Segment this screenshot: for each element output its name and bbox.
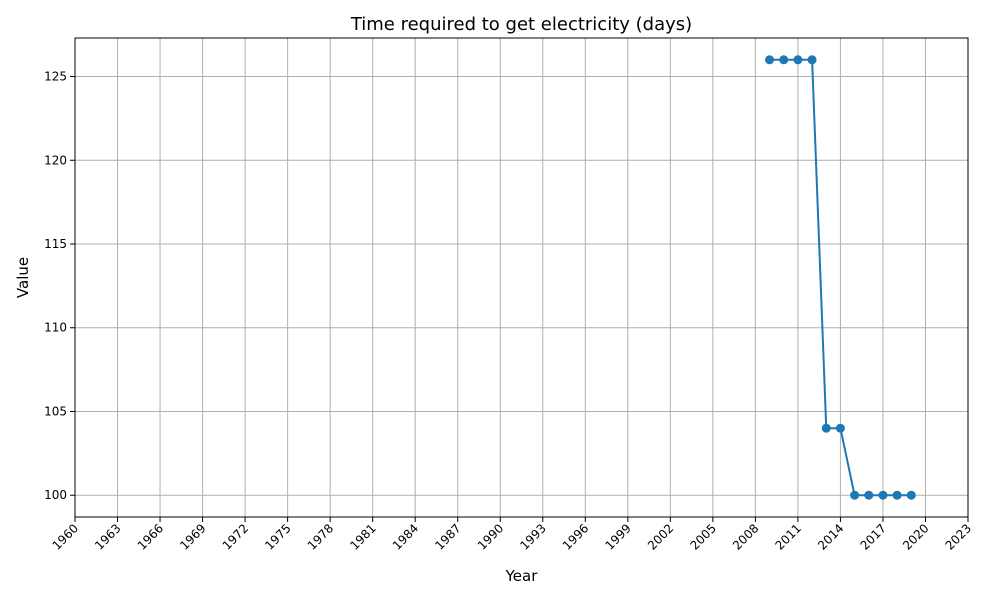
data-point (850, 490, 860, 500)
x-tick-label: 1984 (390, 521, 421, 552)
x-tick-label: 2011 (773, 521, 804, 552)
x-tick-label: 1963 (92, 521, 123, 552)
x-tick-label: 2017 (858, 521, 889, 552)
x-tick-label: 1969 (177, 521, 208, 552)
data-point (779, 55, 789, 65)
x-tick-label: 1981 (347, 521, 378, 552)
x-tick-label: 1972 (220, 521, 251, 552)
data-point (835, 423, 845, 433)
x-tick-label: 1966 (135, 521, 166, 552)
x-tick-label: 1996 (560, 521, 591, 552)
chart-title: Time required to get electricity (days) (350, 14, 692, 35)
x-tick-label: 1990 (475, 521, 506, 552)
x-tick-label: 2014 (815, 521, 846, 552)
x-tick-label: 1999 (602, 521, 633, 552)
x-tick-label: 1993 (517, 521, 548, 552)
y-tick-label: 105 (44, 404, 67, 418)
y-tick-label: 120 (44, 153, 67, 167)
x-tick-label: 2002 (645, 521, 676, 552)
y-tick-label: 100 (44, 488, 67, 502)
grid (74, 38, 969, 517)
series-layer (765, 55, 916, 500)
y-tick-label: 115 (44, 237, 67, 251)
plot-frame (74, 37, 969, 518)
x-tick-label: 1987 (432, 521, 463, 552)
x-tick-label: 2008 (730, 521, 761, 552)
x-axis-title: Year (505, 567, 539, 585)
ticks: 1960 1963 1966 1969 1972 1975 1978 1981 1984 1987… (44, 70, 974, 553)
y-tick-label: 125 (44, 70, 67, 84)
y-tick-label: 110 (44, 321, 67, 335)
x-tick-label: 1975 (262, 521, 293, 552)
data-point (821, 423, 831, 433)
data-point (878, 490, 888, 500)
data-point (793, 55, 803, 65)
x-tick-label: 1978 (305, 521, 336, 552)
data-point (906, 490, 916, 500)
data-point (765, 55, 775, 65)
x-tick-label: 2020 (900, 521, 931, 552)
y-axis-title: Value (14, 257, 32, 298)
data-point (864, 490, 874, 500)
data-point (892, 490, 902, 500)
x-tick-label: 2005 (687, 521, 718, 552)
data-point (807, 55, 817, 65)
x-tick-label: 2023 (943, 521, 974, 552)
x-tick-label: 1960 (50, 521, 81, 552)
